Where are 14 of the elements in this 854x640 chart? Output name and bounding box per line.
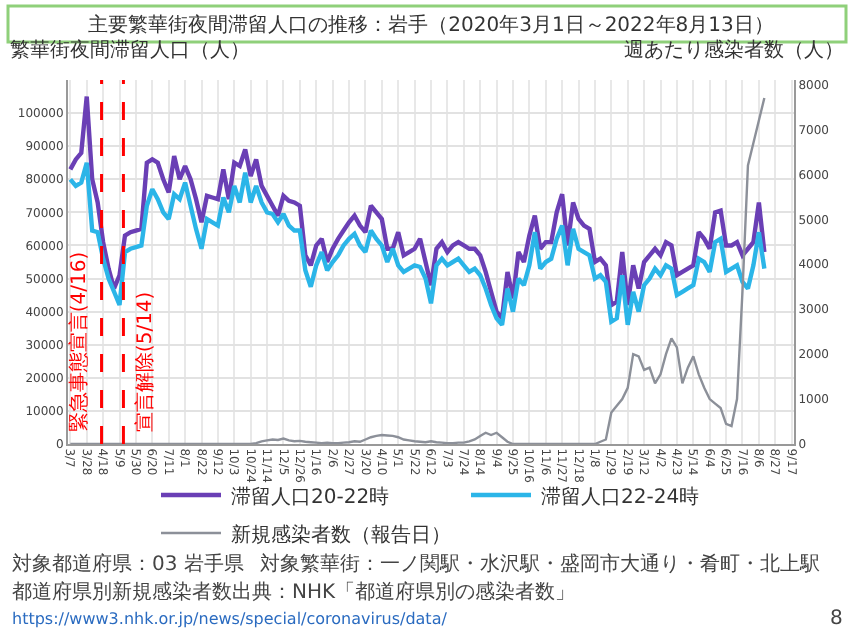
y2-axis-title: 週あたり感染者数（人） <box>624 38 844 62</box>
line-series <box>69 96 766 444</box>
text: 都道府県別新規感染者数出典：NHK「都道府県別の感染者数」 <box>12 580 576 604</box>
chart-title: 主要繁華街夜間滞留人口の推移：岩手（2020年3月1日～2022年8月13日） <box>88 13 774 37</box>
text: 8 <box>830 608 843 630</box>
text: https://www3.nhk.or.jp/news/special/coronavirus/data/ <box>12 610 448 628</box>
text: 対象繁華街：一ノ関駅・水沢駅・盛岡市大通り・肴町・北上駅 <box>260 552 820 576</box>
legend-label: 滞留人口20-22時 <box>231 484 390 509</box>
legend-label: 滞留人口22-24時 <box>541 484 700 509</box>
text: 対象都道府県：03 岩手県 <box>12 552 244 576</box>
ref-line-label: 宣言解除(5/14) <box>132 291 157 433</box>
y-axis-title: 繁華街夜間滞留人口（人） <box>10 38 250 62</box>
legend-label: 新規感染者数（報告日） <box>231 522 451 547</box>
ref-line-label: 緊急事態宣言(4/16) <box>66 251 91 433</box>
